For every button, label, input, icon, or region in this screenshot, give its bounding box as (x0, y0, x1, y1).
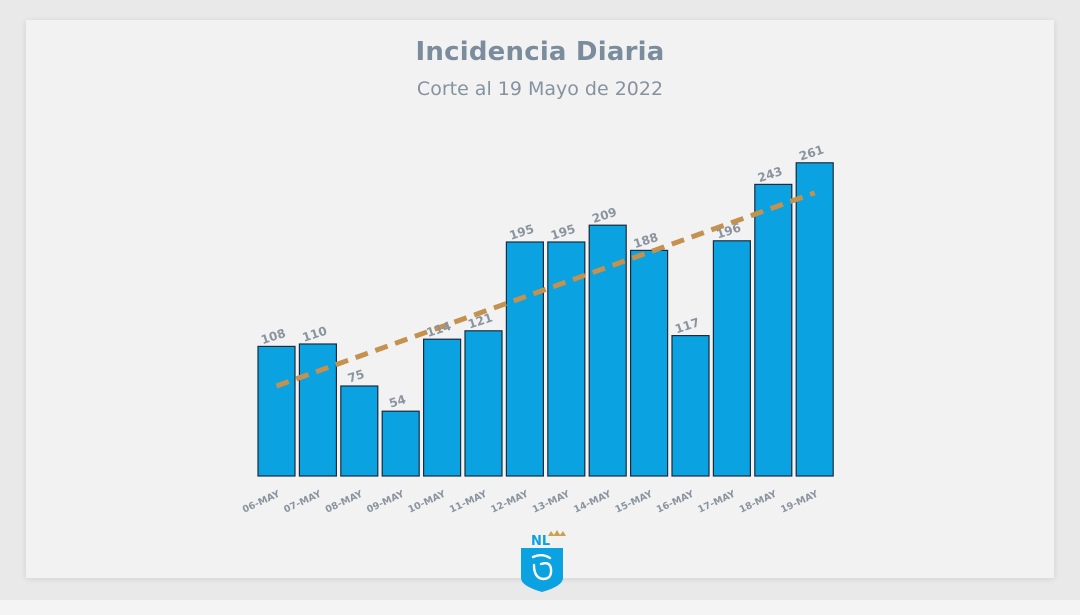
logo-text: NL (531, 534, 550, 549)
data-label: 54 (387, 392, 407, 410)
trendline (275, 190, 816, 389)
shield-emblem-icon (531, 554, 553, 581)
data-label: 243 (756, 164, 784, 185)
x-tick-labels-group: 06-MAY 07-MAY 08-MAY 09-MAY 10-MAY 11-MAY 12-M… (241, 489, 820, 516)
x-tick-label: 11-MAY (448, 489, 489, 516)
x-tick-label: 10-MAY (407, 489, 448, 516)
x-tick-label: 14-MAY (572, 489, 613, 516)
data-label: 121 (466, 310, 494, 331)
bars-group (257, 162, 834, 477)
data-label: 110 (301, 324, 329, 345)
bar-08-may (340, 385, 379, 477)
x-tick-label: 17-MAY (696, 489, 737, 516)
data-label: 117 (673, 315, 701, 336)
bar-12-may (505, 241, 544, 477)
bar-10-may (423, 338, 462, 477)
x-tick-label: 06-MAY (241, 489, 282, 516)
trendline-group (275, 190, 816, 389)
crown-icon (548, 530, 566, 536)
shield-icon (521, 548, 563, 592)
data-label: 195 (508, 222, 536, 243)
data-label: 261 (797, 142, 825, 163)
bar-15-may (629, 249, 669, 477)
x-tick-label: 08-MAY (324, 489, 365, 516)
bar-16-may (671, 335, 710, 477)
x-tick-label: 19-MAY (779, 489, 820, 516)
chart-subtitle: Corte al 19 Mayo de 2022 (416, 78, 664, 100)
bottom-strip (0, 600, 1080, 615)
data-label: 195 (549, 222, 577, 243)
data-label: 75 (346, 367, 366, 385)
data-label: 114 (425, 319, 453, 340)
x-tick-label: 12-MAY (489, 489, 530, 516)
x-tick-label: 18-MAY (738, 489, 779, 516)
bar-06-may (257, 345, 296, 477)
bar-09-may (381, 410, 420, 477)
bar-18-may (754, 183, 793, 477)
data-label: 209 (590, 205, 618, 226)
chart-title: Incidencia Diaria (415, 37, 665, 67)
x-tick-label: 16-MAY (655, 489, 696, 516)
bar-19-may (795, 162, 834, 477)
bar-13-may (547, 241, 586, 477)
bar-07-may (298, 343, 337, 477)
bar-14-may (588, 224, 627, 477)
x-tick-label: 09-MAY (365, 489, 406, 516)
logo-emblem: NL (521, 530, 566, 592)
data-label: 196 (715, 220, 743, 241)
x-tick-label: 07-MAY (282, 489, 323, 516)
x-tick-label: 15-MAY (614, 489, 655, 516)
x-tick-label: 13-MAY (531, 489, 572, 516)
data-label: 108 (259, 326, 287, 347)
bar-11-may (464, 330, 503, 477)
bar-17-may (712, 240, 752, 477)
